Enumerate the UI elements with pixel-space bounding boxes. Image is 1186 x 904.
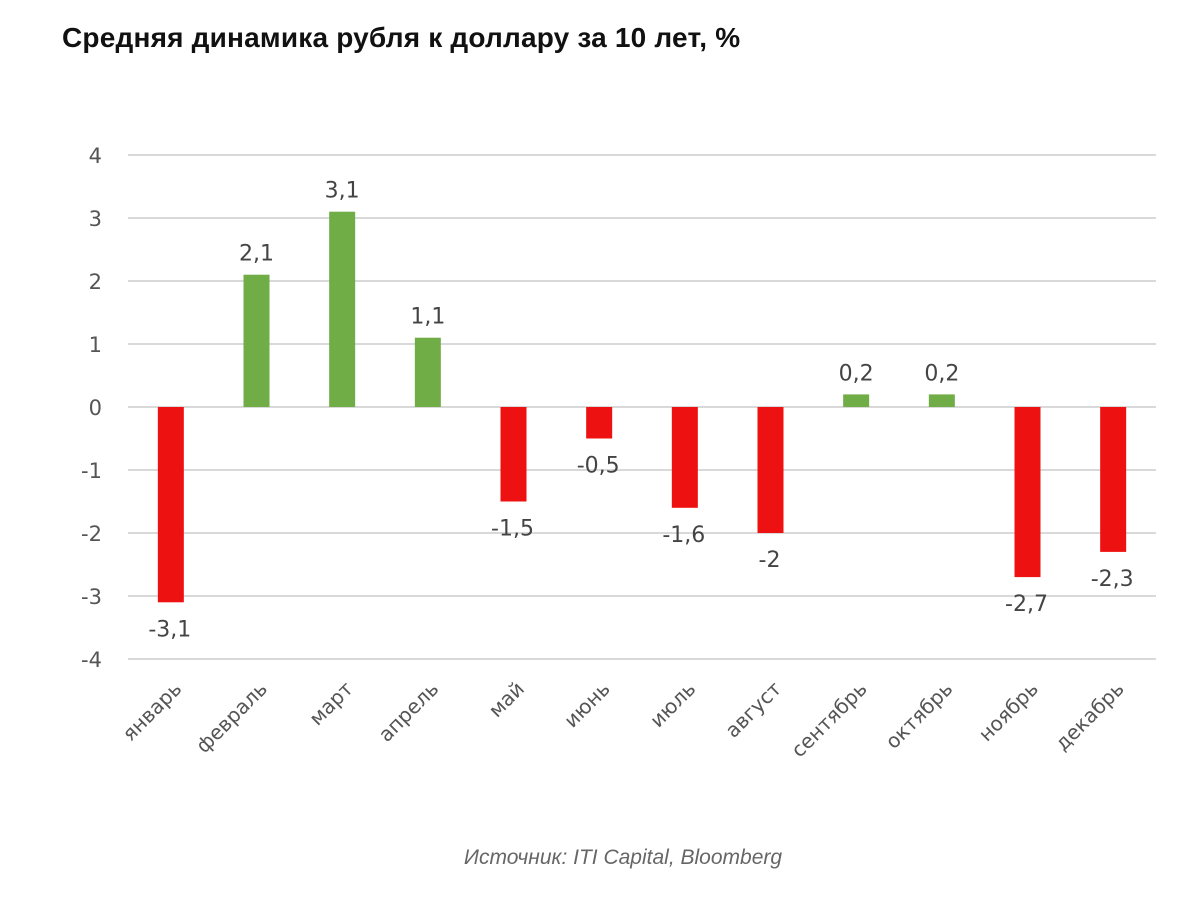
data-label: -2,7 [1005, 592, 1048, 617]
y-tick-label: -1 [81, 459, 102, 483]
category-label: декабрь [1050, 677, 1129, 756]
bar-10 [928, 394, 955, 407]
category-label: сентябрь [786, 677, 871, 762]
category-label: июнь [559, 677, 615, 733]
data-label: -2 [759, 548, 781, 573]
data-label: -0,5 [577, 454, 620, 479]
bar-1 [157, 407, 184, 603]
bar-11 [1014, 407, 1041, 578]
category-label: февраль [191, 677, 272, 758]
category-label: октябрь [880, 677, 957, 754]
bar-7 [671, 407, 698, 508]
bar-5 [500, 407, 527, 502]
y-tick-label: -2 [81, 522, 102, 546]
category-label: май [484, 677, 529, 722]
chart-title: Средняя динамика рубля к доллару за 10 л… [62, 22, 741, 53]
data-label: 1,1 [410, 305, 445, 330]
data-label: 2,1 [239, 242, 274, 267]
source-note: Источник: ITI Capital, Bloomberg [463, 846, 783, 869]
category-label: ноябрь [974, 677, 1043, 746]
data-label: 0,2 [924, 361, 959, 386]
data-label: -1,5 [491, 517, 534, 542]
category-label: август [720, 676, 786, 742]
bar-9 [843, 394, 870, 407]
data-label: -1,6 [662, 523, 705, 548]
y-tick-label: -3 [81, 585, 102, 609]
category-label: июль [645, 677, 700, 732]
bar-3 [329, 211, 356, 407]
y-tick-label: 4 [89, 144, 102, 168]
y-tick-label: 2 [89, 270, 102, 294]
y-axis-ticks: 4 3 2 1 0 -1 -2 -3 -4 [81, 144, 102, 672]
category-label: январь [117, 677, 186, 746]
data-label: -3,1 [148, 617, 191, 642]
data-label: 3,1 [325, 179, 360, 204]
data-labels: -3,1 2,1 3,1 1,1 -1,5 -0,5 -1,6 -2 0,2 0,2 -2,7 -2,… [148, 179, 1133, 643]
category-label: апрель [373, 677, 443, 747]
bar-6 [586, 407, 613, 439]
bar-2 [243, 274, 270, 407]
y-tick-label: 1 [89, 333, 102, 357]
category-label: март [304, 676, 358, 730]
bar-12 [1100, 407, 1127, 552]
y-tick-label: -4 [81, 648, 102, 672]
y-tick-label: 3 [89, 207, 102, 231]
bar-4 [414, 337, 441, 407]
bars [157, 211, 1127, 603]
gridlines [128, 154, 1156, 660]
y-tick-label: 0 [89, 396, 102, 420]
data-label: -2,3 [1091, 567, 1134, 592]
bar-8 [757, 407, 784, 533]
x-axis-categories: январь февраль март апрель май июнь июль август… [117, 676, 1128, 762]
data-label: 0,2 [839, 361, 874, 386]
